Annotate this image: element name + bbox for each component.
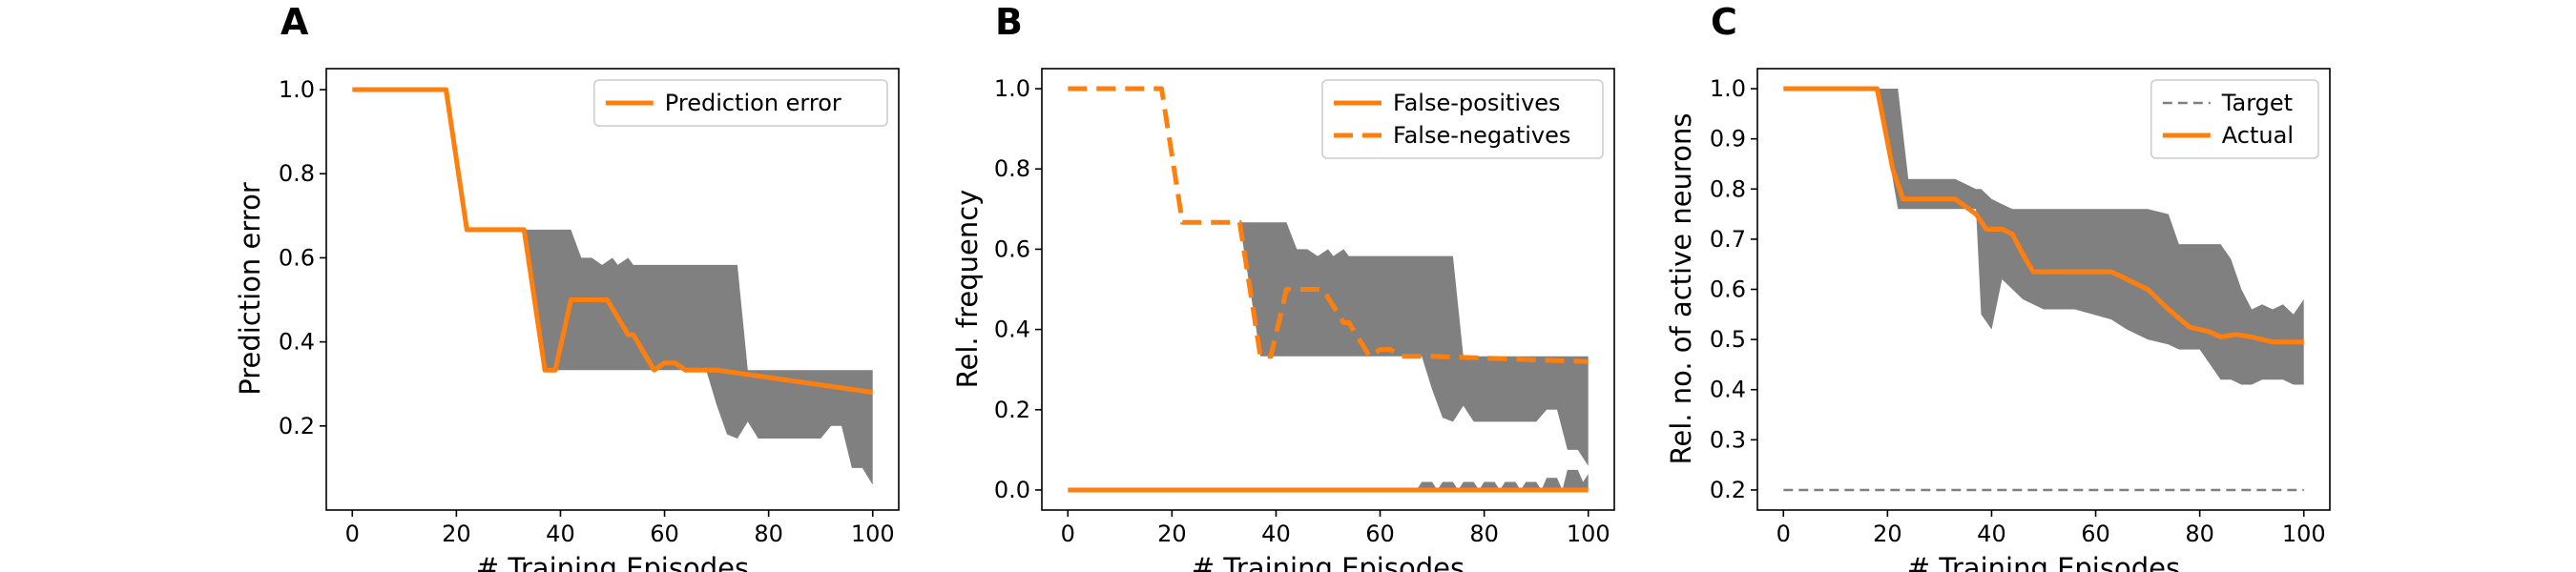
- panel-c-x-tick-label: 100: [2282, 521, 2326, 547]
- panel-a-x-tick-label: 40: [546, 521, 575, 547]
- panel-c-y-tick-label: 0.5: [1710, 326, 1746, 353]
- panel-b-x-axis-label: # Training Episodes: [1192, 552, 1465, 572]
- panel-a-y-tick-label: 1.0: [279, 76, 315, 103]
- panel-b-x-tick-label: 60: [1365, 521, 1395, 547]
- panel-a-legend-label-prediction-error: Prediction error: [665, 90, 841, 116]
- panel-a-y-tick-label: 0.4: [279, 329, 315, 356]
- panel-c-y-tick-label: 0.2: [1710, 477, 1746, 503]
- panel-b-x-tick-label: 20: [1157, 521, 1187, 547]
- panel-b-y-tick-label: 0.6: [994, 235, 1030, 262]
- panel-c-legend-box: [2150, 79, 2319, 159]
- panel-a-x-tick-label: 60: [650, 521, 679, 547]
- panel-a-y-tick-label: 0.2: [279, 413, 315, 439]
- panel-b-variability-band-2: [1416, 469, 1589, 490]
- panel-c-plot-area: 0 20 40 60 80 100 0.2 0.3 0.4 0.5 0.6 0.7 0.8 0.9 1.0 T…: [1710, 68, 2331, 547]
- panel-a-x-tick-label: 80: [754, 521, 783, 547]
- panel-c-y-tick-label: 0.9: [1710, 126, 1746, 153]
- panel-b-x-tick-label: 40: [1261, 521, 1291, 547]
- panel-b-legend-label-false-negatives: False-negatives: [1393, 122, 1570, 149]
- panel-a-x-tick-label: 100: [851, 521, 895, 547]
- panel-b-axes-frame: [1041, 68, 1615, 511]
- panel-b-letter: B: [995, 1, 1023, 43]
- panel-b-plot-area: 0 20 40 60 80 100 0.0 0.2 0.4 0.6 0.8 1.0 False-posi…: [994, 68, 1615, 547]
- panel-c-legend-label-actual: Actual: [2222, 122, 2294, 149]
- panel-c-legend-label-target: Target: [2221, 90, 2293, 116]
- panel-a-x-tick-label: 20: [442, 521, 471, 547]
- panel-b-y-tick-label: 0.2: [994, 397, 1030, 423]
- panel-c-x-tick-label: 80: [2185, 521, 2214, 547]
- panel-b-variability-band-1: [1239, 222, 1589, 466]
- panel-c-variability-band-1: [1877, 89, 2304, 385]
- panel-c-y-tick-label: 0.3: [1710, 426, 1746, 453]
- panel-a-variability-band-1: [524, 229, 873, 485]
- panel-b-y-tick-label: 0.8: [994, 155, 1030, 182]
- panel-a-legend-box: [593, 79, 888, 127]
- panel-a-y-tick-label: 0.8: [279, 160, 315, 187]
- panel-a-y-axis-label: Prediction error: [234, 182, 266, 396]
- panel-c-x-axis-label: # Training Episodes: [1907, 552, 2180, 572]
- panel-c-line-actual: [1783, 86, 2304, 345]
- panel-a-axes-frame: [325, 68, 900, 511]
- panel-b-line-false-negatives: [1068, 86, 1589, 364]
- panel-a-letter: A: [280, 1, 309, 43]
- panel-b-y-tick-label: 1.0: [994, 75, 1030, 102]
- panel-a-y-tick-label: 0.6: [279, 244, 315, 271]
- panel-b-x-tick-label: 100: [1567, 521, 1610, 547]
- panel-c-y-tick-label: 1.0: [1710, 75, 1746, 102]
- panel-b-x-tick-label: 0: [1061, 521, 1075, 547]
- panel-a-line-prediction-error: [352, 87, 874, 395]
- panel-c-x-tick-label: 20: [1873, 521, 1902, 547]
- panel-b-y-axis-label: Rel. frequency: [951, 190, 984, 389]
- panel-b-legend-box: [1321, 79, 1604, 159]
- panel-c-y-tick-label: 0.7: [1710, 226, 1746, 253]
- panel-c-x-tick-label: 60: [2081, 521, 2110, 547]
- panel-b-legend-label-false-positives: False-positives: [1393, 90, 1561, 116]
- panel-a: A 0 20 40 60 80 100 0.2 0.4 0.6 0.8 1.0 Prediction …: [234, 1, 900, 572]
- panel-a-legend: Prediction error: [593, 79, 888, 127]
- panel-c: C 0 20 40 60 80 100 0.2 0.3 0.4 0.5 0.6 0.7 0.8 0.9 1.…: [1665, 1, 2331, 572]
- panel-b-y-tick-label: 0.0: [994, 477, 1030, 503]
- panel-b: B 0 20 40 60 80 100 0.0 0.2 0.4 0.6 0.8 1.0 False-po…: [951, 1, 1615, 572]
- panel-c-x-tick-label: 0: [1776, 521, 1791, 547]
- panel-a-x-tick-label: 0: [345, 521, 360, 547]
- panel-c-letter: C: [1711, 1, 1737, 43]
- panel-c-x-tick-label: 40: [1977, 521, 2006, 547]
- panel-a-plot-area: 0 20 40 60 80 100 0.2 0.4 0.6 0.8 1.0 Prediction er…: [279, 68, 900, 547]
- panel-c-y-axis-label: Rel. no. of active neurons: [1665, 113, 1697, 465]
- panel-c-y-tick-label: 0.6: [1710, 276, 1746, 303]
- panel-c-y-tick-label: 0.8: [1710, 175, 1746, 202]
- panel-b-legend: False-positives False-negatives: [1321, 79, 1604, 159]
- panel-b-x-tick-label: 80: [1469, 521, 1499, 547]
- panel-c-y-tick-label: 0.4: [1710, 377, 1746, 403]
- panel-b-y-tick-label: 0.4: [994, 317, 1030, 343]
- panel-c-legend: Target Actual: [2150, 79, 2319, 159]
- panel-a-x-axis-label: # Training Episodes: [476, 552, 749, 572]
